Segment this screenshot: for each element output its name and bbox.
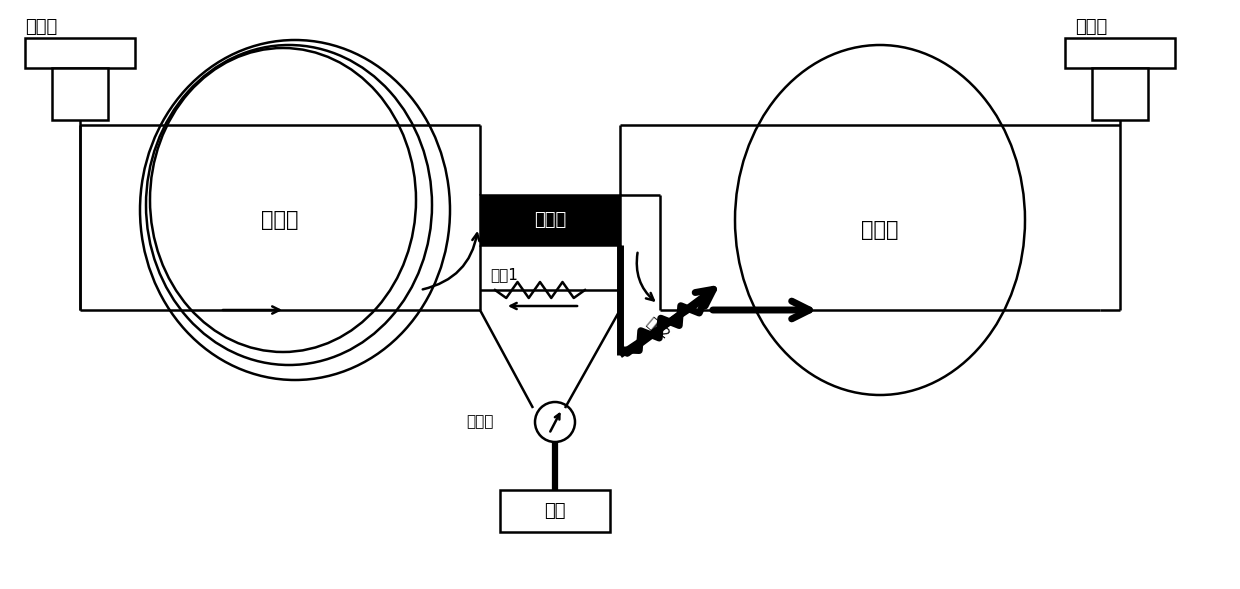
Text: 气阻1: 气阻1 bbox=[490, 267, 518, 283]
Text: 调制器: 调制器 bbox=[534, 211, 567, 229]
Text: 切换阀: 切换阀 bbox=[466, 415, 494, 429]
Text: 气阻2: 气阻2 bbox=[644, 315, 672, 342]
Text: 一维柱: 一维柱 bbox=[262, 210, 299, 230]
FancyArrowPatch shape bbox=[423, 233, 480, 289]
Text: 检测器: 检测器 bbox=[1075, 18, 1107, 36]
Bar bbox=[480, 195, 620, 245]
Text: 二维柱: 二维柱 bbox=[862, 220, 899, 240]
Text: 进样口: 进样口 bbox=[25, 18, 57, 36]
Bar bbox=[25, 38, 135, 68]
Bar bbox=[1092, 68, 1148, 120]
Bar bbox=[52, 68, 108, 120]
Bar bbox=[500, 490, 610, 532]
Text: 补气: 补气 bbox=[544, 502, 565, 520]
Bar bbox=[1065, 38, 1176, 68]
FancyArrowPatch shape bbox=[637, 253, 653, 300]
